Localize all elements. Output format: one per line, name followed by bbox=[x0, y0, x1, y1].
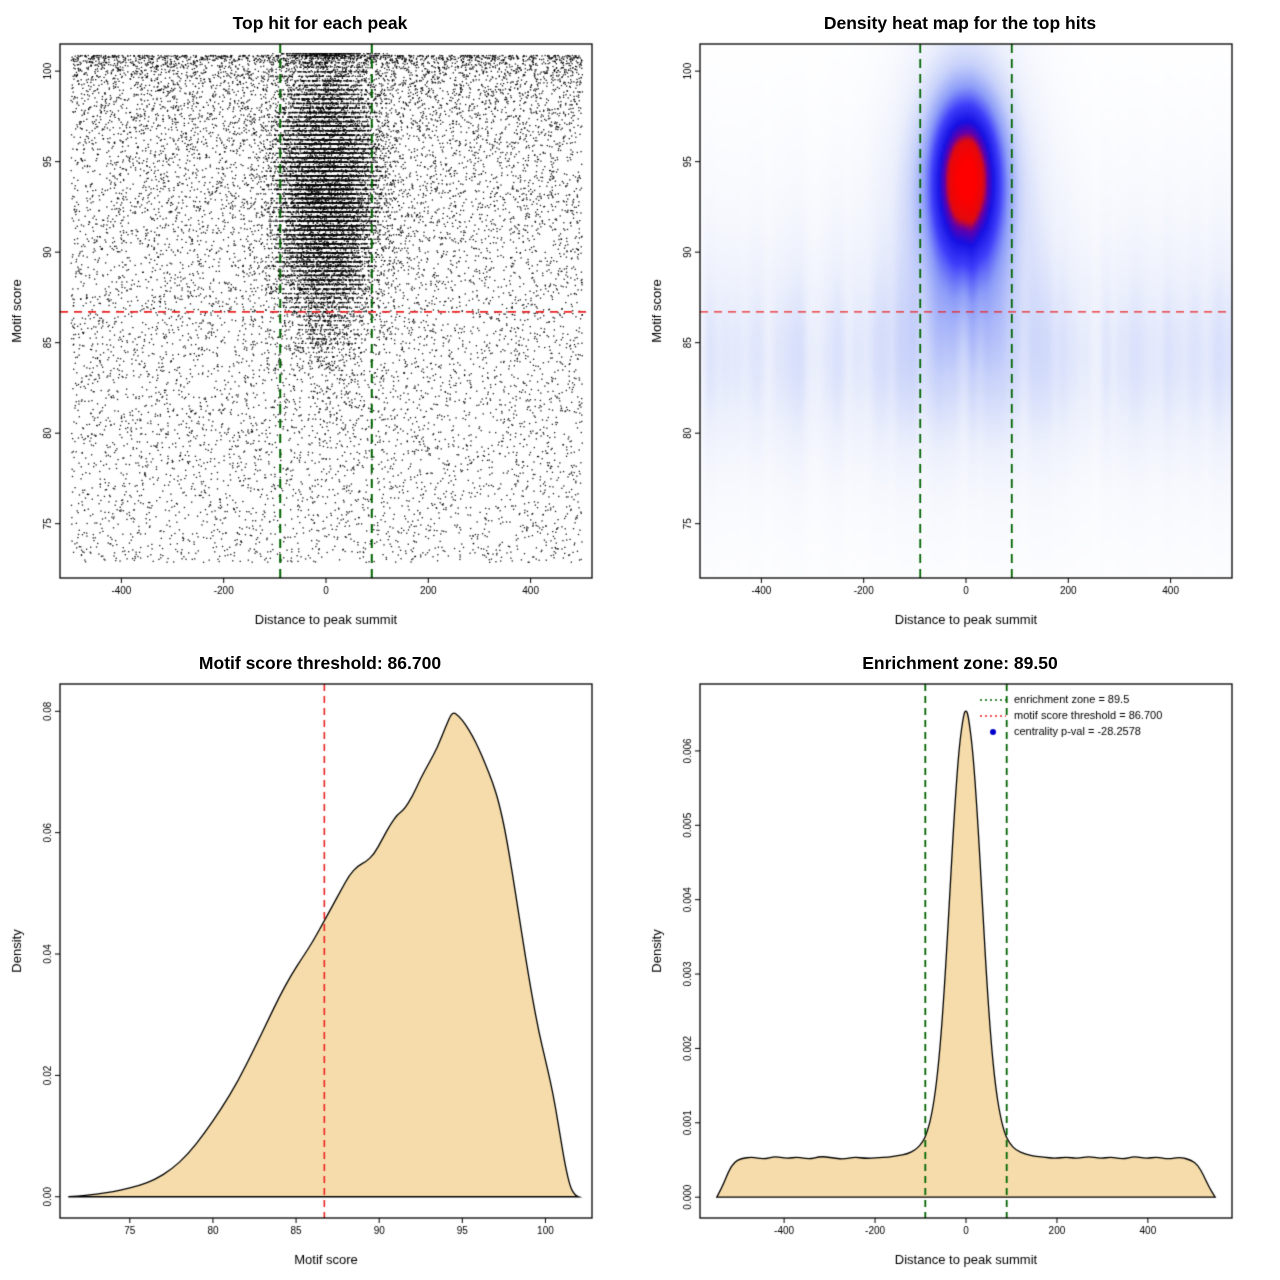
scatter-title: Top hit for each peak bbox=[232, 13, 408, 33]
position-density-title: Enrichment zone: 89.50 bbox=[862, 653, 1058, 673]
panel-score-density: Motif score threshold: 86.700 bbox=[0, 640, 640, 1280]
scatter-plot-canvas bbox=[0, 0, 640, 640]
heatmap-canvas bbox=[640, 0, 1280, 640]
score-density-canvas bbox=[0, 640, 640, 1280]
panel-scatter: Top hit for each peak bbox=[0, 0, 640, 640]
heatmap-title: Density heat map for the top hits bbox=[823, 13, 1097, 33]
position-density-canvas bbox=[640, 640, 1280, 1280]
panel-heatmap: Density heat map for the top hits bbox=[640, 0, 1280, 640]
score-density-title: Motif score threshold: 86.700 bbox=[198, 653, 442, 673]
panel-position-density: Enrichment zone: 89.50 bbox=[640, 640, 1280, 1280]
